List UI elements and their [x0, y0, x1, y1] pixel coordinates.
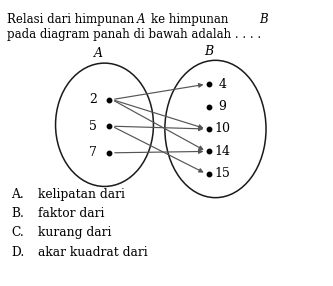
- Text: B.: B.: [11, 207, 24, 221]
- Text: A: A: [94, 47, 103, 60]
- Text: pada diagram panah di bawah adalah . . . .: pada diagram panah di bawah adalah . . .…: [7, 28, 261, 41]
- Text: B: B: [204, 45, 213, 57]
- Text: kurang dari: kurang dari: [38, 227, 111, 239]
- Text: 10: 10: [215, 122, 231, 136]
- Text: D.: D.: [11, 245, 25, 259]
- Text: ke himpunan: ke himpunan: [151, 13, 228, 26]
- Text: akar kuadrat dari: akar kuadrat dari: [38, 245, 147, 259]
- Text: 5: 5: [89, 120, 97, 133]
- Text: 9: 9: [219, 100, 226, 113]
- Text: Relasi dari himpunan: Relasi dari himpunan: [7, 13, 135, 26]
- Text: B: B: [259, 13, 268, 26]
- Text: 4: 4: [219, 78, 227, 91]
- Text: 2: 2: [89, 93, 97, 106]
- Text: 7: 7: [89, 146, 97, 159]
- Text: faktor dari: faktor dari: [38, 207, 104, 221]
- Text: A: A: [137, 13, 145, 26]
- Text: 14: 14: [215, 145, 231, 158]
- Text: kelipatan dari: kelipatan dari: [38, 188, 125, 201]
- Text: 15: 15: [215, 167, 230, 180]
- Text: A.: A.: [11, 188, 24, 201]
- Text: C.: C.: [11, 227, 24, 239]
